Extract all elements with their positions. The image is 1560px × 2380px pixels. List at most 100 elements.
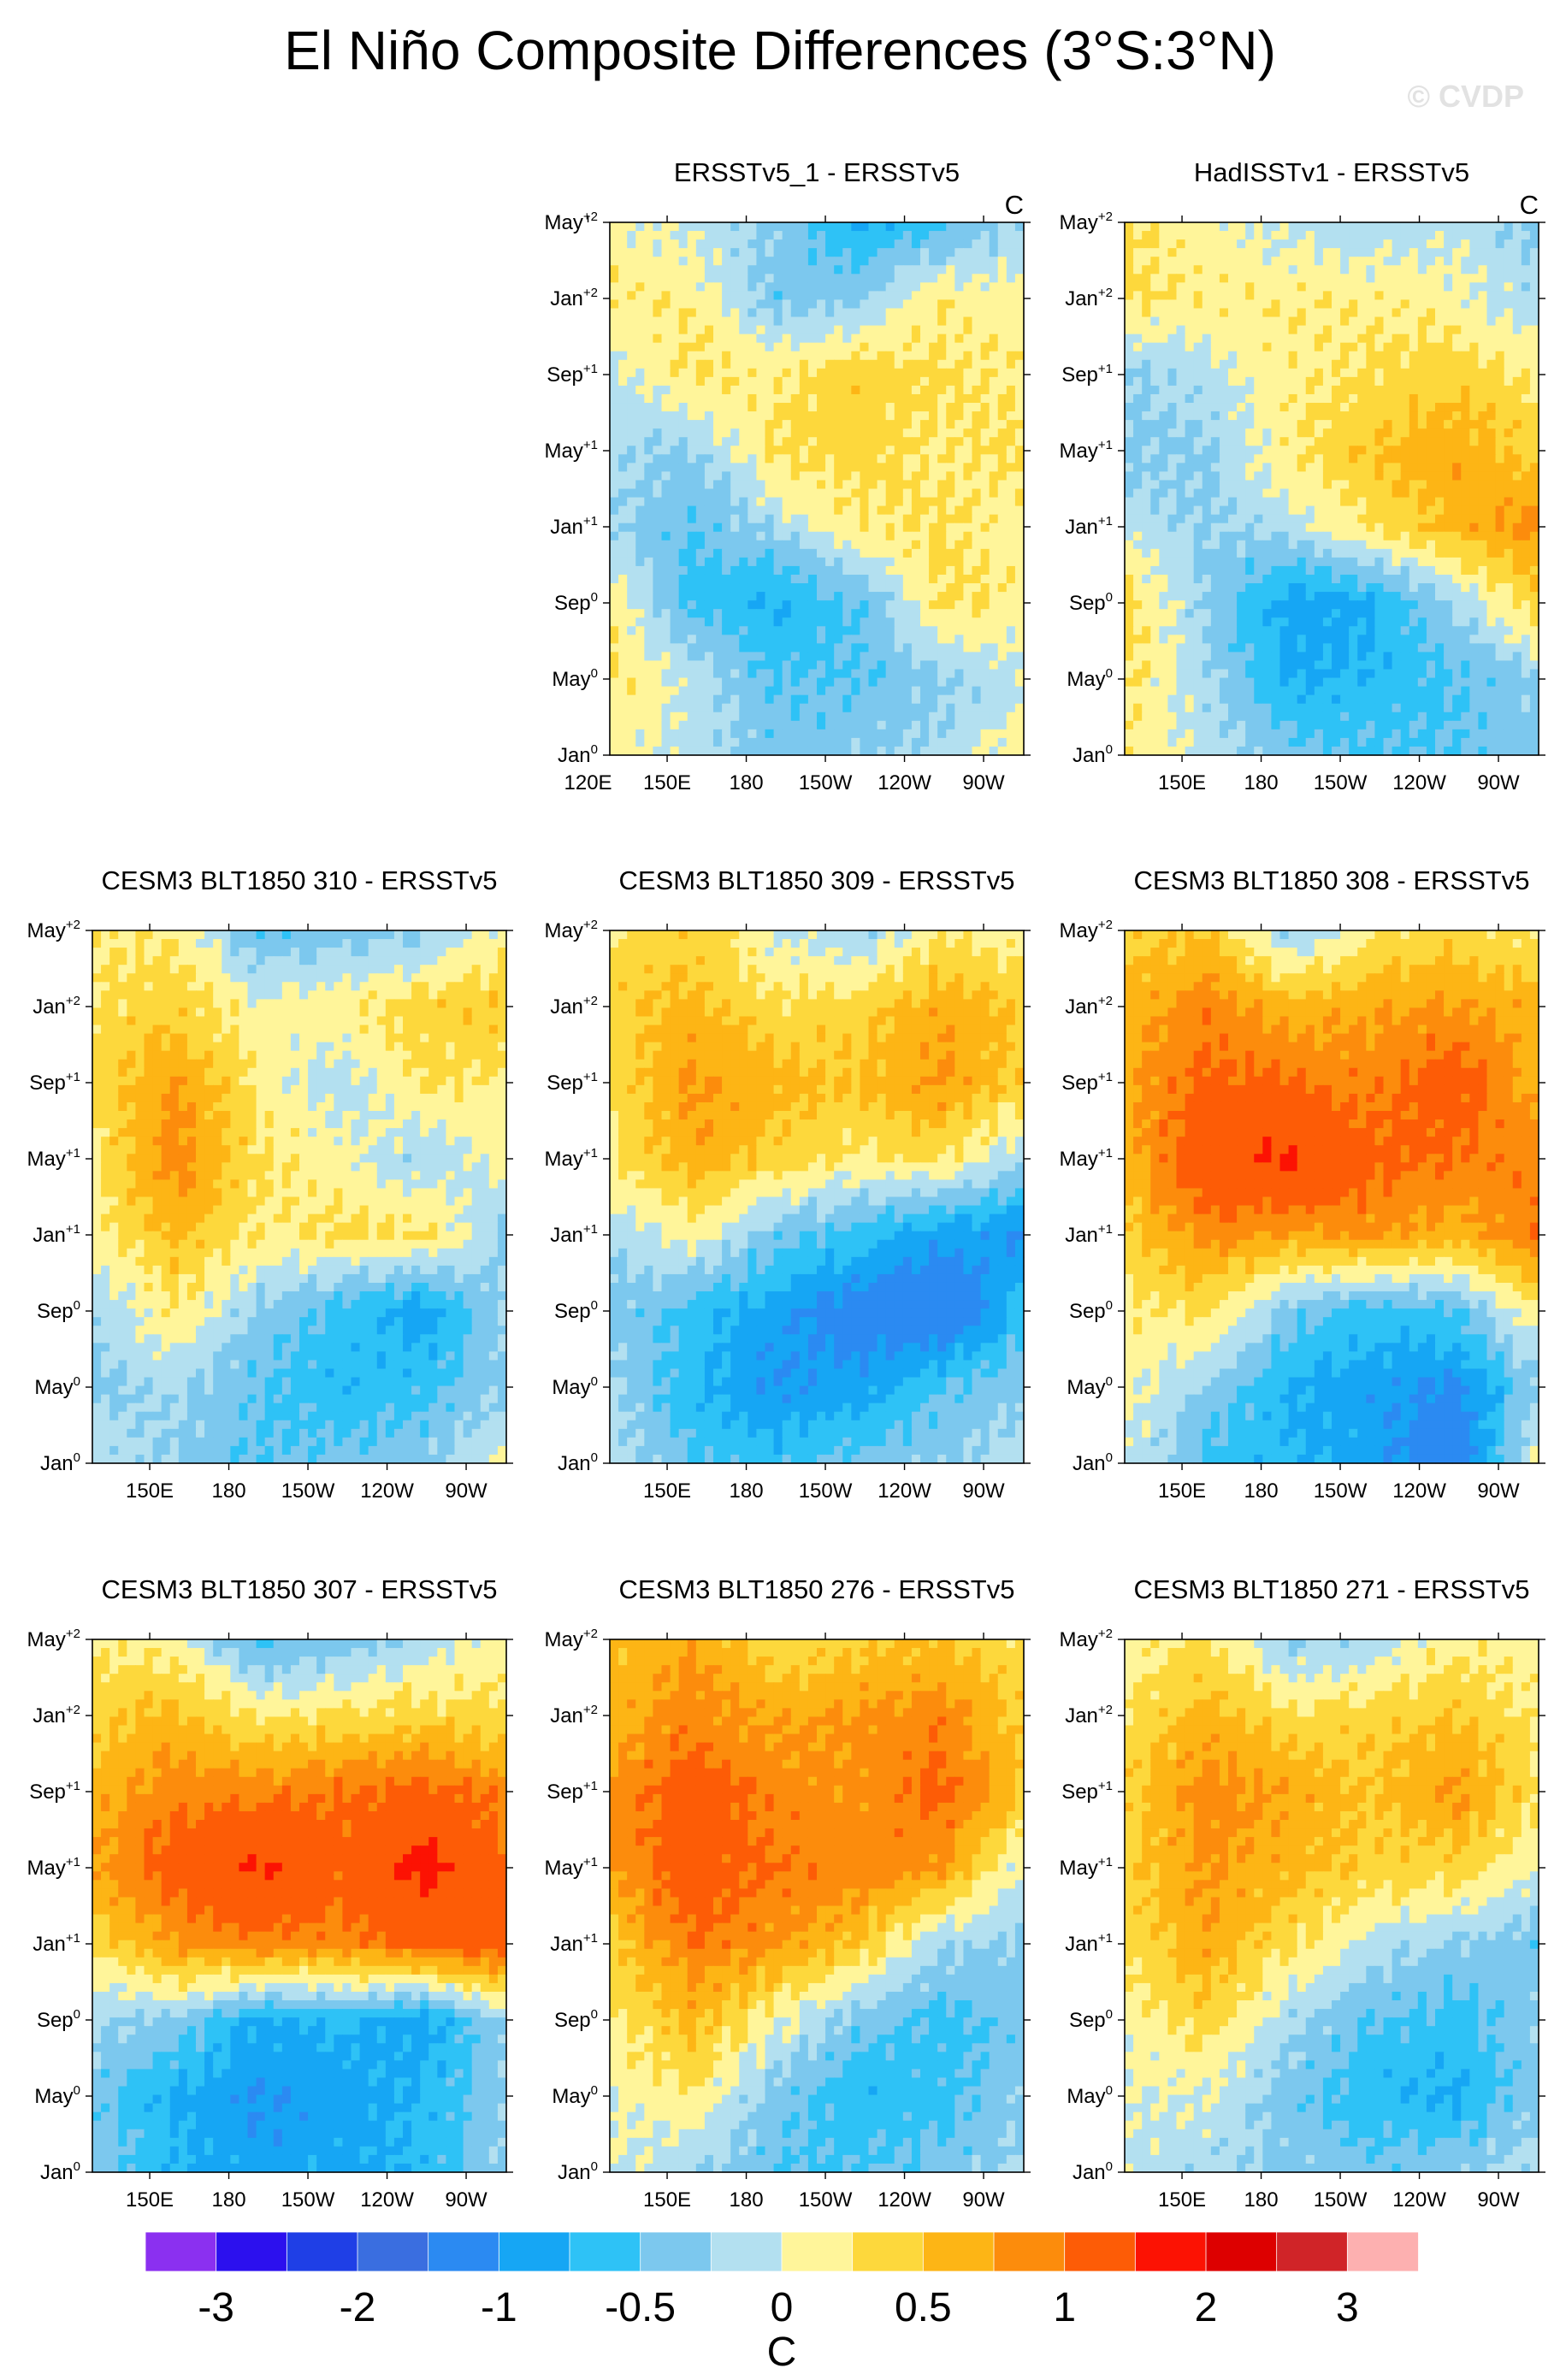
field-cell (1185, 471, 1195, 481)
field-cell (825, 291, 835, 300)
field-cell (878, 377, 887, 387)
field-cell (1245, 377, 1255, 387)
field-cell (851, 299, 860, 309)
field-cell (851, 523, 860, 533)
field-cell (1007, 592, 1016, 601)
field-cell (688, 678, 697, 688)
field-cell (722, 729, 731, 739)
field-cell (739, 334, 748, 344)
field-cell (878, 334, 887, 344)
field-cell (1323, 463, 1332, 472)
field-cell (990, 463, 999, 472)
field-cell (705, 428, 714, 438)
field-cell (998, 704, 1008, 713)
field-cell (998, 411, 1008, 421)
field-cell (722, 282, 731, 292)
field-cell (1452, 334, 1462, 344)
field-cell (1228, 498, 1238, 507)
field-cell (671, 721, 680, 730)
field-cell (1444, 343, 1453, 352)
field-cell (610, 687, 619, 696)
field-cell (1220, 351, 1229, 361)
field-cell (1435, 558, 1445, 567)
field-cell (834, 523, 843, 533)
field-cell (895, 678, 904, 688)
field-cell (679, 643, 688, 653)
field-cell (730, 360, 740, 369)
field-cell (860, 566, 869, 576)
field-cell (722, 704, 731, 713)
field-cell (1262, 523, 1272, 533)
field-cell (610, 231, 619, 240)
field-cell (662, 394, 671, 404)
field-cell (1522, 549, 1531, 558)
field-cell (972, 334, 982, 344)
field-cell (937, 617, 947, 627)
field-cell (713, 540, 723, 550)
field-cell (1357, 308, 1367, 317)
field-cell (1427, 403, 1436, 412)
field-cell (895, 463, 904, 472)
field-cell (671, 326, 680, 335)
field-cell (825, 592, 835, 601)
field-cell (929, 660, 938, 670)
field-cell (1211, 386, 1220, 395)
field-cell (963, 635, 972, 644)
field-cell (765, 446, 775, 455)
field-cell (739, 506, 748, 516)
field-cell (739, 617, 748, 627)
field-cell (1185, 291, 1195, 300)
field-cell (679, 660, 688, 670)
field-cell (903, 222, 913, 232)
field-cell (1315, 343, 1324, 352)
field-cell (748, 428, 757, 438)
field-cell (1435, 248, 1445, 257)
field-cell (1427, 222, 1436, 232)
field-cell (696, 712, 706, 722)
field-cell (825, 463, 835, 472)
field-cell (800, 222, 809, 232)
field-cell (1262, 403, 1272, 412)
field-cell (842, 446, 852, 455)
field-cell (688, 575, 697, 584)
field-cell (1297, 498, 1307, 507)
field-cell (825, 704, 835, 713)
field-cell (990, 420, 999, 429)
field-cell (1262, 351, 1272, 361)
field-cell (671, 463, 680, 472)
field-cell (981, 308, 990, 317)
field-cell (756, 566, 765, 576)
field-cell (1522, 248, 1531, 257)
field-cell (791, 600, 801, 610)
field-cell (1435, 540, 1445, 550)
field-cell (679, 291, 688, 300)
field-cell (1496, 428, 1505, 438)
field-cell (800, 506, 809, 516)
field-cell (1167, 540, 1177, 550)
field-cell (1469, 386, 1479, 395)
field-cell (679, 540, 688, 550)
field-cell (895, 592, 904, 601)
field-cell (1306, 471, 1315, 481)
field-cell (610, 729, 619, 739)
field-cell (1228, 411, 1238, 421)
field-cell (627, 437, 636, 446)
field-cell (998, 428, 1008, 438)
field-cell (1306, 549, 1315, 558)
field-cell (662, 454, 671, 464)
field-cell (929, 643, 938, 653)
field-cell (696, 222, 706, 232)
field-cell (1202, 377, 1212, 387)
field-cell (1220, 265, 1229, 275)
field-cell (1366, 369, 1375, 378)
field-cell (1237, 326, 1246, 335)
field-cell (981, 738, 990, 747)
field-cell (1384, 480, 1393, 489)
field-cell (705, 377, 714, 387)
field-cell (920, 498, 930, 507)
field-cell (895, 334, 904, 344)
field-cell (1007, 420, 1016, 429)
field-cell (1513, 515, 1522, 524)
field-cell (739, 549, 748, 558)
field-cell (842, 480, 852, 489)
